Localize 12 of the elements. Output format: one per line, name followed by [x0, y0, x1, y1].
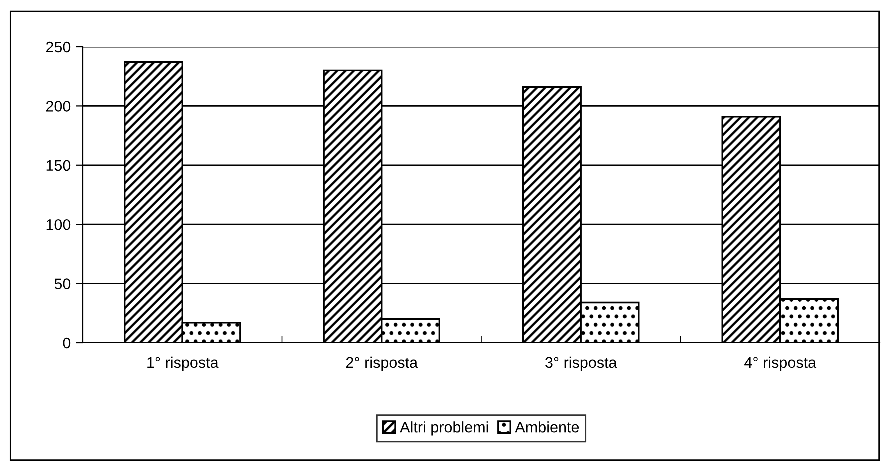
x-tick-label: 2° risposta	[346, 356, 418, 372]
y-tick-label: 0	[63, 338, 71, 349]
legend-label: Ambiente	[515, 422, 580, 433]
y-tick-label: 200	[46, 101, 71, 112]
y-tick-label: 100	[46, 219, 71, 230]
legend-label: Altri problemi	[400, 422, 488, 436]
y-tick-label: 50	[54, 278, 71, 290]
x-tick-label: 1° risposta	[148, 356, 219, 372]
y-tick-label: 250	[46, 42, 71, 53]
x-tick-label: 3° risposta	[546, 356, 618, 372]
y-tick-label: 150	[46, 160, 71, 172]
x-tick-label: 4° risposta	[744, 356, 817, 372]
